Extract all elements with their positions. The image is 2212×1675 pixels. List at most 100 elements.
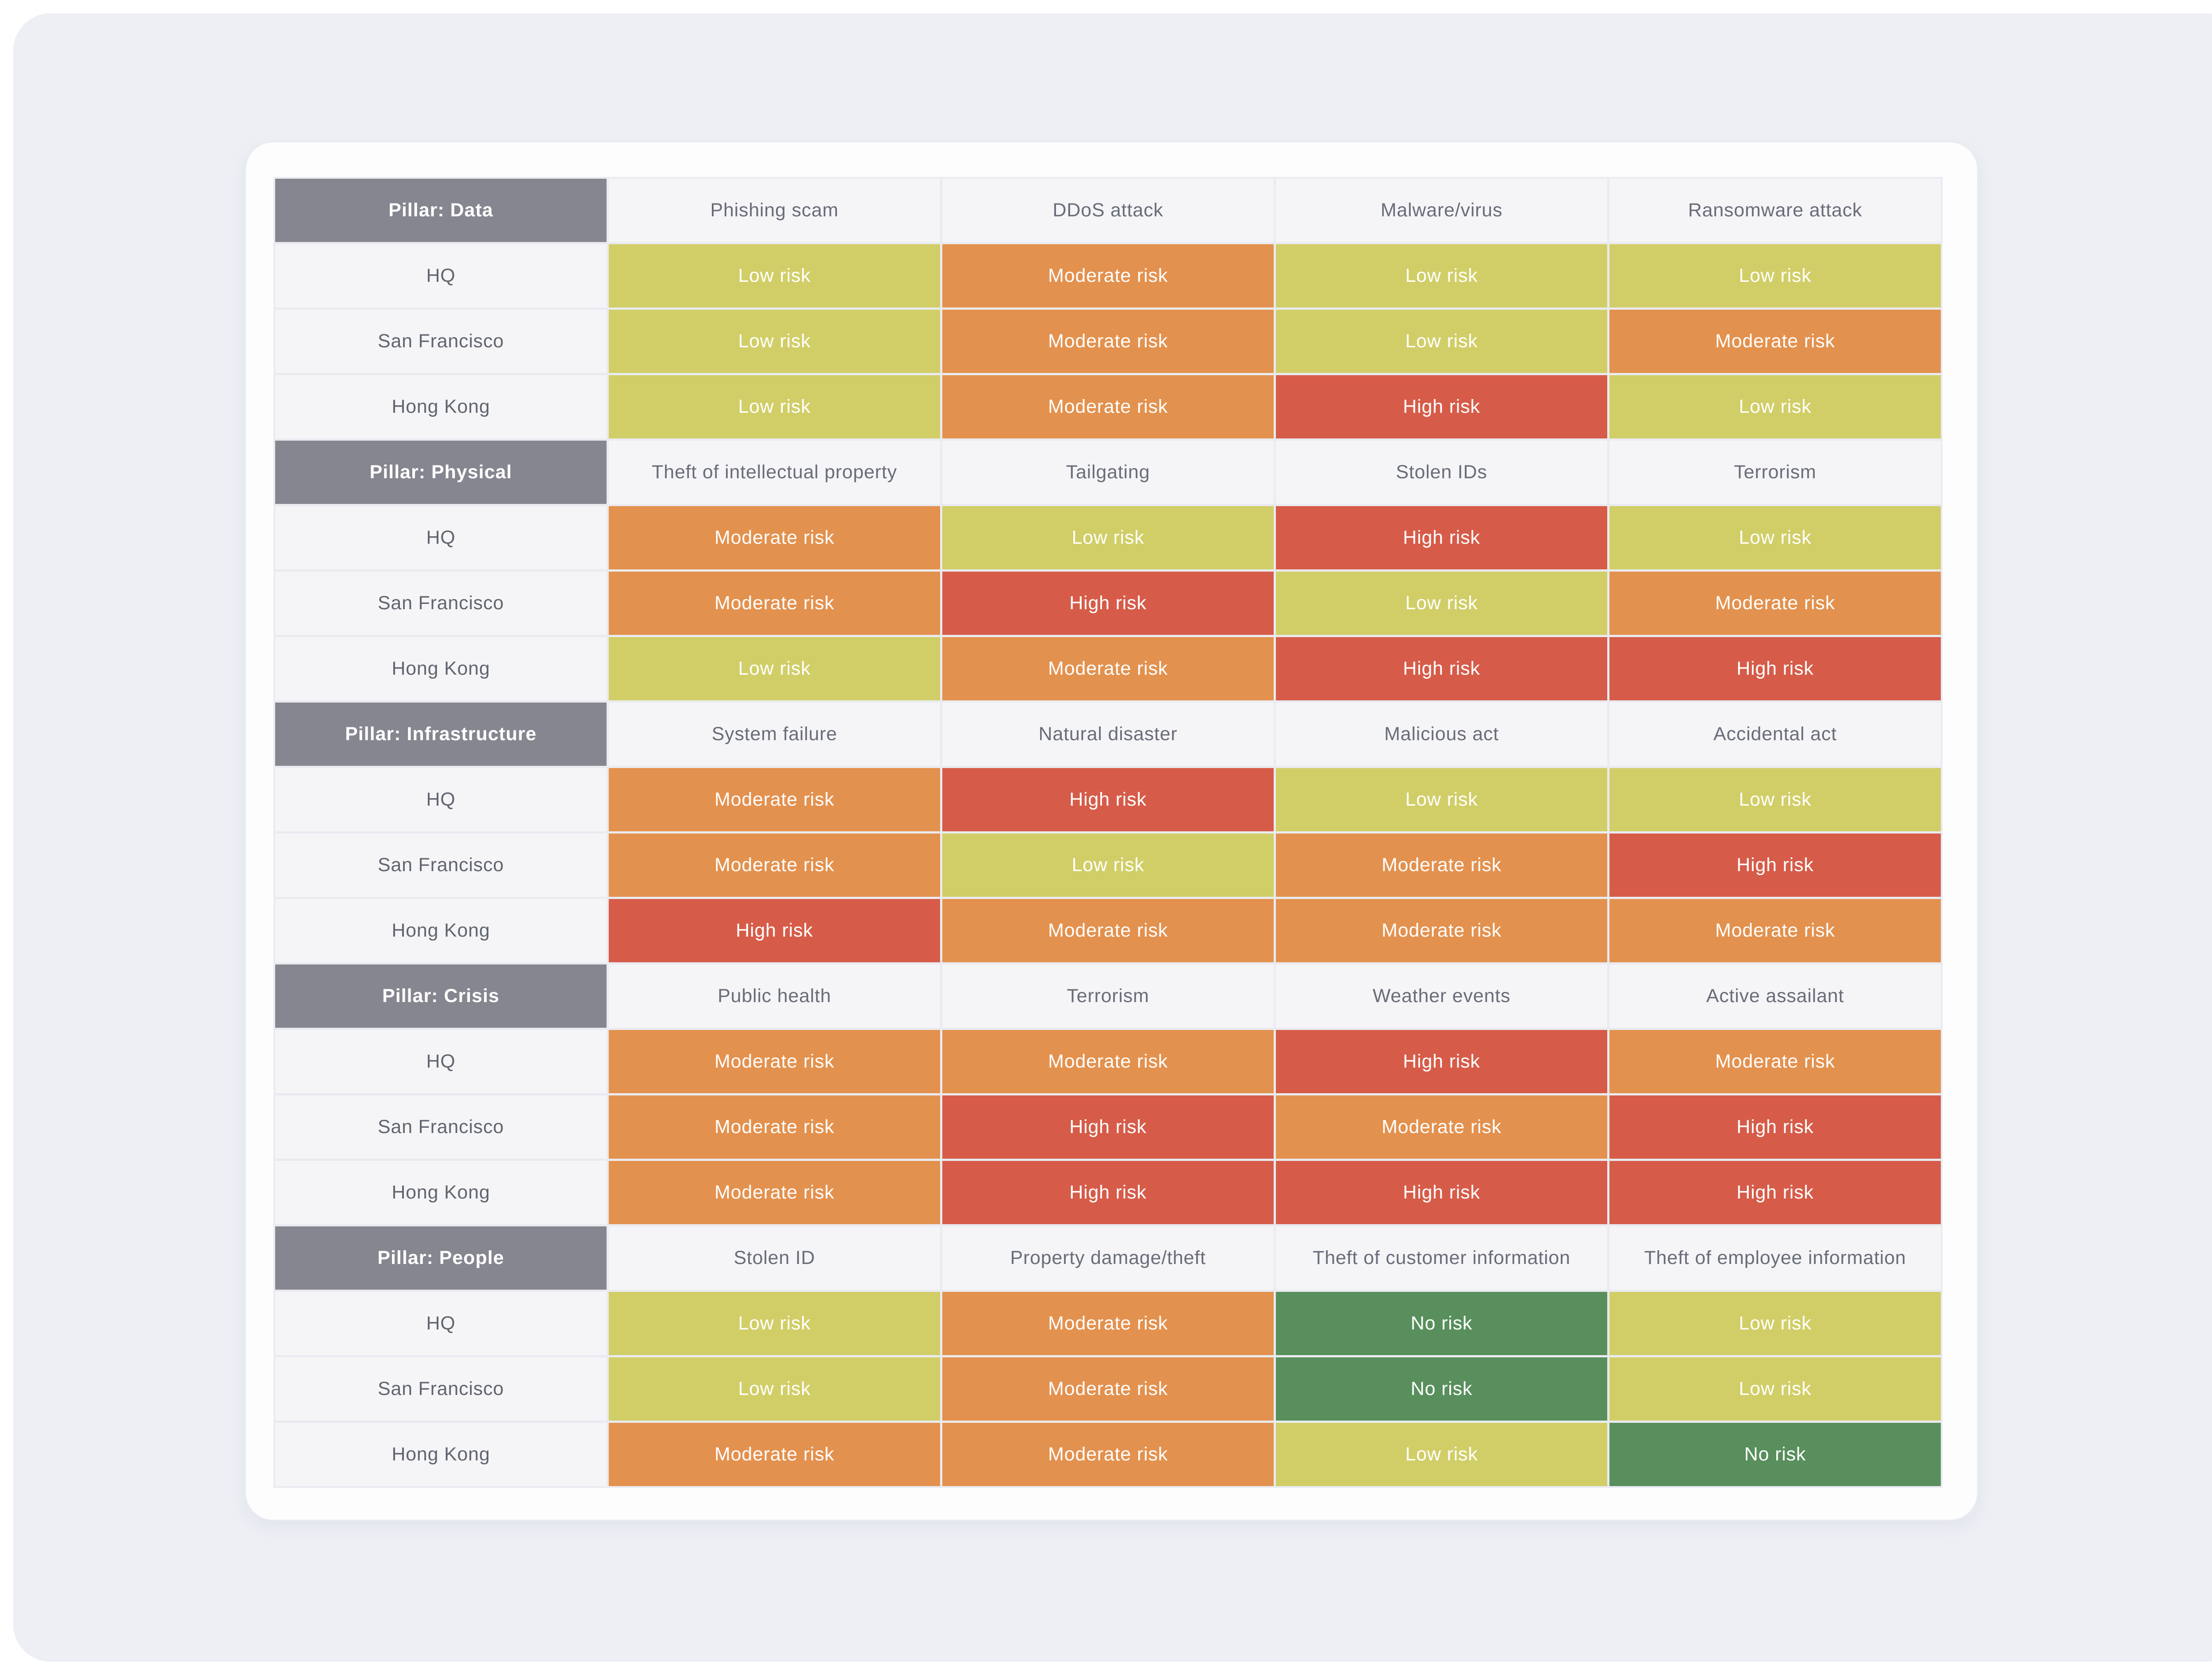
risk-cell: Low risk [609, 1357, 940, 1421]
risk-cell: High risk [942, 1095, 1274, 1159]
risk-cell: Moderate risk [1276, 834, 1607, 897]
risk-cell: Moderate risk [942, 1423, 1274, 1486]
risk-cell: Low risk [1276, 572, 1607, 635]
threat-column-header: Malicious act [1276, 703, 1607, 766]
risk-cell: Moderate risk [609, 572, 940, 635]
risk-cell: High risk [1609, 834, 1941, 897]
threat-column-header: System failure [609, 703, 940, 766]
risk-cell: Moderate risk [1609, 899, 1941, 962]
location-label: San Francisco [275, 1357, 607, 1421]
risk-cell: Low risk [1609, 375, 1941, 438]
location-label: San Francisco [275, 834, 607, 897]
risk-cell: High risk [942, 768, 1274, 831]
risk-cell: No risk [1609, 1423, 1941, 1486]
risk-cell: Moderate risk [942, 1030, 1274, 1093]
location-label: San Francisco [275, 310, 607, 373]
risk-cell: High risk [1276, 637, 1607, 700]
risk-cell: Low risk [1609, 1292, 1941, 1355]
threat-column-header: Ransomware attack [1609, 179, 1941, 242]
risk-cell: No risk [1276, 1292, 1607, 1355]
risk-cell: Moderate risk [1609, 572, 1941, 635]
pillar-header-cell[interactable]: Pillar: People [275, 1226, 607, 1290]
risk-matrix-grid: Pillar: Data Phishing scam DDoS attack Malw… [273, 177, 1943, 1488]
threat-column-header: DDoS attack [942, 179, 1274, 242]
pillar-header-cell[interactable]: Pillar: Infrastructure [275, 703, 607, 766]
threat-column-header: Malware/virus [1276, 179, 1607, 242]
risk-cell: Moderate risk [609, 768, 940, 831]
location-label: Hong Kong [275, 1161, 607, 1224]
risk-cell: Low risk [1609, 768, 1941, 831]
risk-cell: High risk [1609, 1095, 1941, 1159]
risk-cell: Low risk [942, 506, 1274, 569]
risk-cell: Moderate risk [609, 506, 940, 569]
risk-cell: Moderate risk [1609, 310, 1941, 373]
risk-cell: High risk [609, 899, 940, 962]
risk-cell: Low risk [1276, 1423, 1607, 1486]
location-label: Hong Kong [275, 1423, 607, 1486]
risk-cell: Moderate risk [609, 1095, 940, 1159]
location-label: HQ [275, 244, 607, 307]
threat-column-header: Phishing scam [609, 179, 940, 242]
location-label: Hong Kong [275, 899, 607, 962]
risk-cell: High risk [1276, 1161, 1607, 1224]
threat-column-header: Weather events [1276, 964, 1607, 1028]
risk-cell: Moderate risk [942, 1357, 1274, 1421]
threat-column-header: Public health [609, 964, 940, 1028]
location-label: HQ [275, 768, 607, 831]
pillar-header-cell[interactable]: Pillar: Physical [275, 441, 607, 504]
risk-cell: Moderate risk [942, 637, 1274, 700]
risk-cell: Moderate risk [609, 834, 940, 897]
risk-cell: Low risk [609, 1292, 940, 1355]
risk-cell: Moderate risk [942, 244, 1274, 307]
risk-cell: Low risk [609, 375, 940, 438]
threat-column-header: Theft of employee information [1609, 1226, 1941, 1290]
risk-cell: High risk [942, 572, 1274, 635]
risk-cell: Moderate risk [1609, 1030, 1941, 1093]
threat-column-header: Accidental act [1609, 703, 1941, 766]
risk-cell: Moderate risk [609, 1030, 940, 1093]
risk-cell: High risk [942, 1161, 1274, 1224]
risk-cell: High risk [1276, 1030, 1607, 1093]
risk-cell: Moderate risk [942, 1292, 1274, 1355]
location-label: HQ [275, 1292, 607, 1355]
risk-cell: Low risk [609, 310, 940, 373]
risk-cell: Moderate risk [942, 375, 1274, 438]
risk-cell: Low risk [1609, 506, 1941, 569]
location-label: HQ [275, 1030, 607, 1093]
location-label: San Francisco [275, 1095, 607, 1159]
risk-cell: No risk [1276, 1357, 1607, 1421]
risk-cell: Moderate risk [942, 899, 1274, 962]
threat-column-header: Tailgating [942, 441, 1274, 504]
threat-column-header: Theft of intellectual property [609, 441, 940, 504]
threat-column-header: Terrorism [1609, 441, 1941, 504]
risk-cell: High risk [1276, 506, 1607, 569]
location-label: Hong Kong [275, 375, 607, 438]
risk-cell: Low risk [609, 637, 940, 700]
risk-cell: High risk [1276, 375, 1607, 438]
risk-cell: Low risk [1276, 768, 1607, 831]
pillar-header-cell[interactable]: Pillar: Crisis [275, 964, 607, 1028]
threat-column-header: Active assailant [1609, 964, 1941, 1028]
risk-cell: Moderate risk [609, 1161, 940, 1224]
threat-column-header: Natural disaster [942, 703, 1274, 766]
risk-cell: High risk [1609, 1161, 1941, 1224]
risk-cell: High risk [1609, 637, 1941, 700]
risk-cell: Moderate risk [609, 1423, 940, 1486]
risk-cell: Low risk [1609, 244, 1941, 307]
risk-cell: Moderate risk [1276, 899, 1607, 962]
risk-cell: Low risk [942, 834, 1274, 897]
risk-cell: Low risk [1276, 310, 1607, 373]
location-label: Hong Kong [275, 637, 607, 700]
location-label: San Francisco [275, 572, 607, 635]
risk-cell: Low risk [1276, 244, 1607, 307]
risk-cell: Moderate risk [942, 310, 1274, 373]
threat-column-header: Stolen IDs [1276, 441, 1607, 504]
threat-column-header: Theft of customer information [1276, 1226, 1607, 1290]
threat-column-header: Property damage/theft [942, 1226, 1274, 1290]
threat-column-header: Terrorism [942, 964, 1274, 1028]
threat-column-header: Stolen ID [609, 1226, 940, 1290]
risk-cell: Moderate risk [1276, 1095, 1607, 1159]
pillar-header-cell[interactable]: Pillar: Data [275, 179, 607, 242]
risk-matrix-card: Pillar: Data Phishing scam DDoS attack Malw… [245, 141, 1978, 1521]
